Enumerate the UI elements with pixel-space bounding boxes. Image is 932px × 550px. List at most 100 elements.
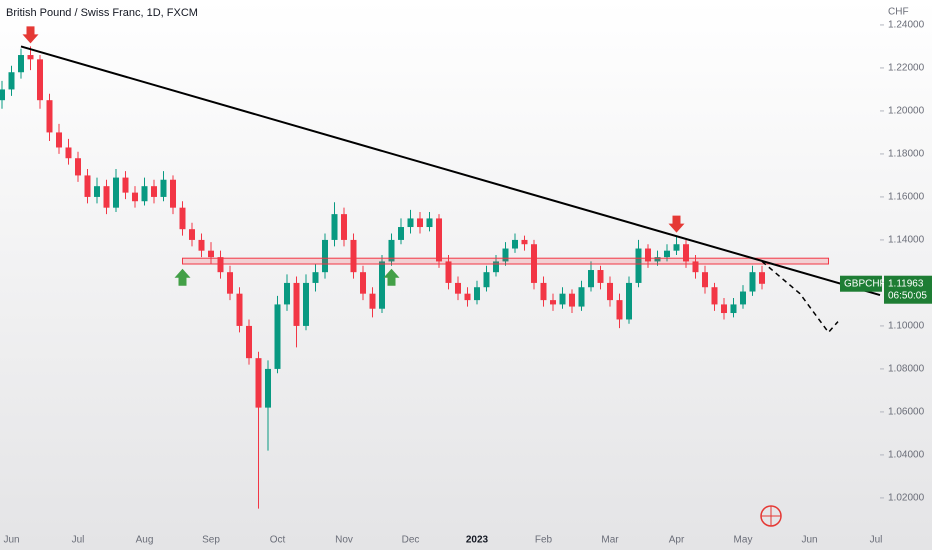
candle-body — [56, 132, 62, 148]
candle-body — [759, 272, 765, 284]
arrow-marker — [383, 268, 400, 286]
candle-body — [493, 261, 499, 273]
candle-body — [75, 158, 81, 176]
candle-body — [597, 270, 604, 283]
candle-body — [0, 89, 5, 101]
candle-body — [464, 293, 471, 301]
x-tick-label: Aug — [136, 535, 154, 546]
arrow-marker — [174, 268, 191, 286]
candle-body — [521, 239, 528, 245]
candle-body — [445, 261, 452, 283]
y-tick-label: 1.14000 — [888, 235, 925, 246]
y-tick-label: 1.24000 — [888, 20, 925, 31]
candle-body — [65, 147, 72, 159]
candle-body — [588, 270, 594, 288]
y-tick-label: 1.20000 — [888, 106, 925, 117]
projection-path — [761, 260, 839, 334]
candle-body — [721, 304, 727, 314]
candle-body — [607, 282, 613, 301]
x-tick-label: Jun — [801, 535, 817, 546]
candle-body — [94, 186, 100, 197]
candle-body — [350, 239, 357, 273]
y-tick-label: 1.18000 — [888, 149, 925, 160]
candle-body — [312, 272, 319, 283]
candle-body — [635, 248, 642, 283]
x-tick-label: Jul — [870, 535, 883, 546]
candle-body — [274, 304, 281, 369]
candle-body — [265, 368, 271, 408]
symbol-label: GBPCHF — [844, 278, 886, 289]
candle-body — [217, 257, 224, 273]
candle-body — [379, 261, 385, 309]
candle-body — [18, 55, 24, 73]
candle-body — [236, 293, 243, 326]
arrow-marker — [668, 215, 685, 233]
candle-body — [559, 293, 566, 305]
candle-body — [141, 186, 148, 202]
candle-body — [550, 300, 556, 305]
candle-body — [398, 227, 404, 240]
candle-body — [303, 282, 309, 326]
candle-body — [483, 272, 490, 288]
candle-body — [749, 272, 756, 292]
x-tick-label: Mar — [601, 535, 619, 546]
candle-body — [474, 287, 480, 301]
x-tick-label: Oct — [270, 535, 286, 546]
candle-body — [37, 59, 43, 101]
candle-body — [664, 250, 670, 258]
candle-body — [417, 218, 423, 228]
candle-body — [331, 214, 338, 240]
candle-body — [284, 282, 290, 305]
candle-body — [673, 244, 680, 251]
candle-body — [711, 287, 718, 305]
arrow-marker — [22, 26, 39, 44]
chart-title: British Pound / Swiss Franc, 1D, FXCM — [6, 7, 198, 19]
candle-body — [692, 261, 699, 273]
support-zone — [182, 257, 829, 265]
candle-body — [179, 207, 186, 230]
candle-body — [654, 257, 661, 262]
candle-body — [198, 239, 205, 251]
candle-body — [569, 293, 575, 307]
candle-body — [246, 325, 252, 359]
candle-body — [113, 177, 119, 208]
unit-label: CHF — [888, 7, 909, 18]
candle-body — [436, 218, 442, 262]
candle-body — [151, 186, 157, 197]
x-tick-label: Sep — [202, 535, 220, 546]
candle-body — [46, 100, 53, 133]
candle-body — [360, 272, 366, 294]
candle-body — [208, 250, 214, 258]
x-tick-label: Nov — [335, 535, 353, 546]
candle-body — [512, 239, 518, 249]
candle-body — [189, 229, 195, 240]
candle-body — [626, 282, 632, 320]
candle-body — [255, 358, 262, 408]
candle-body — [84, 175, 91, 197]
candle-body — [407, 218, 414, 228]
y-tick-label: 1.06000 — [888, 407, 925, 418]
candle-body — [293, 282, 300, 326]
candle-body — [578, 287, 585, 307]
y-tick-label: 1.08000 — [888, 364, 925, 375]
y-tick-label: 1.10000 — [888, 321, 925, 332]
y-tick-label: 1.22000 — [888, 63, 925, 74]
x-tick-label: Apr — [669, 535, 685, 546]
y-tick-label: 1.04000 — [888, 450, 925, 461]
candle-body — [540, 282, 547, 301]
candle-body — [227, 272, 233, 294]
candle-body — [702, 272, 708, 288]
candle-body — [341, 214, 347, 240]
price-tag — [884, 275, 932, 304]
candle-body — [103, 186, 110, 208]
candle-body — [322, 239, 328, 273]
countdown-label: 06:50:05 — [888, 290, 927, 301]
candle-body — [27, 55, 34, 60]
candle-body — [683, 244, 689, 262]
trendline — [20, 45, 881, 297]
candle-body — [170, 179, 176, 208]
candle-body — [616, 300, 623, 320]
x-tick-label: May — [734, 535, 753, 546]
candle-body — [740, 291, 746, 305]
